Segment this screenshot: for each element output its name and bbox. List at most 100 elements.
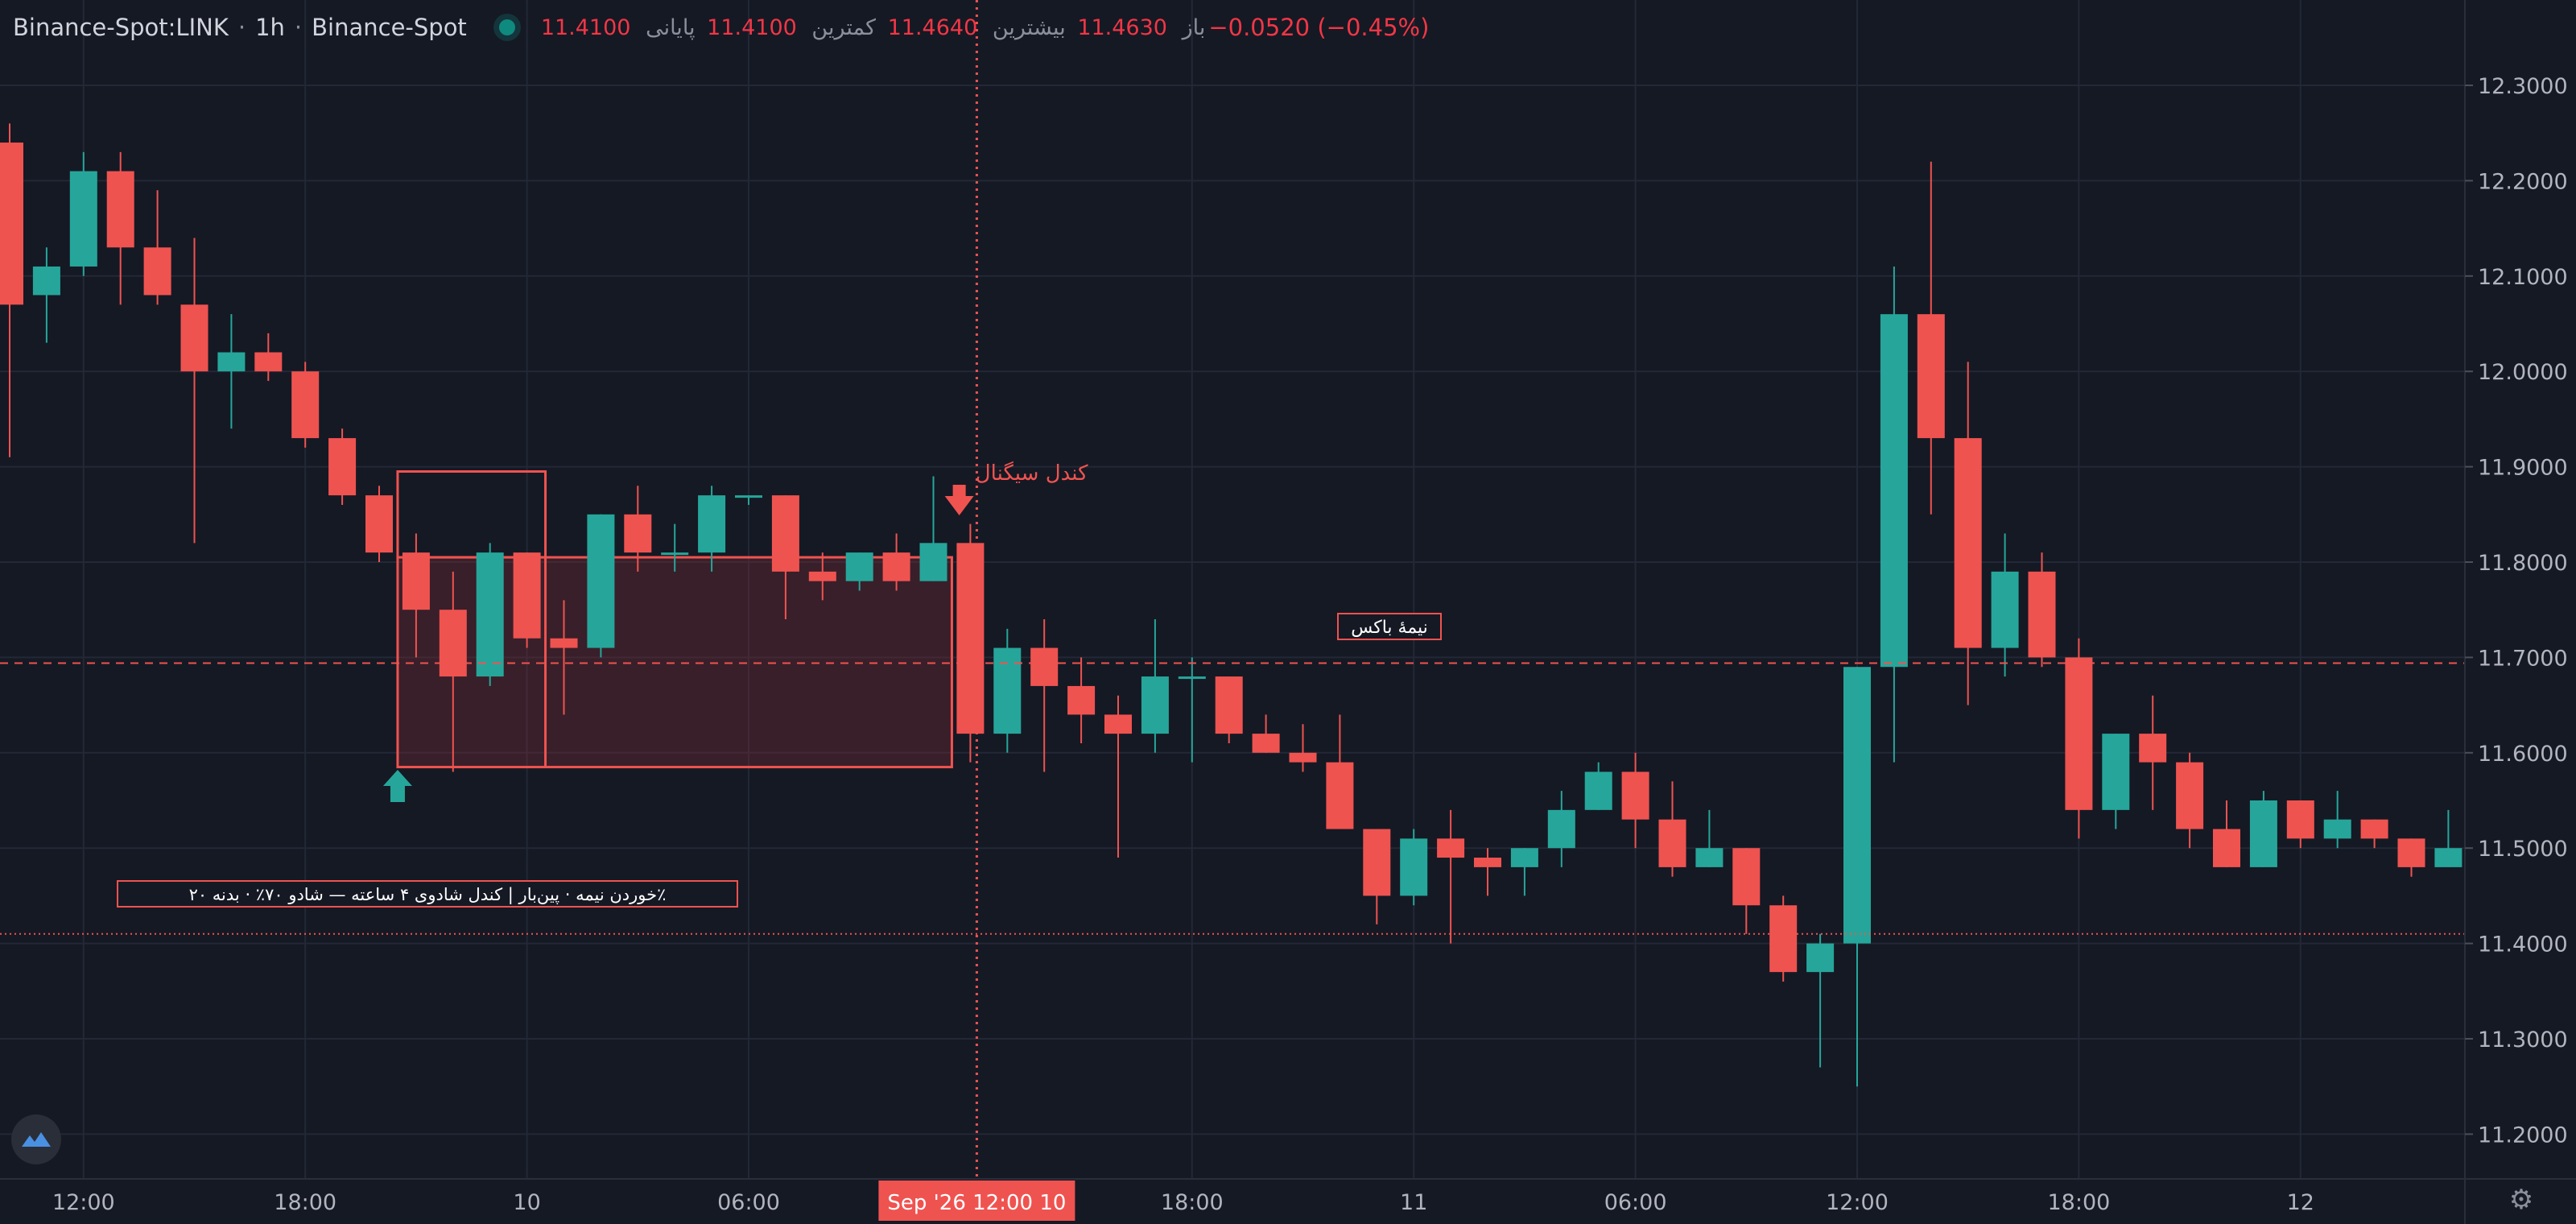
candle-body xyxy=(1474,858,1501,867)
candle-body xyxy=(439,610,467,677)
time-tick-label: 11 xyxy=(1400,1190,1427,1215)
candle-body xyxy=(143,247,171,296)
signal-candle-label: کندل سیگنال xyxy=(976,461,1088,486)
candle-body xyxy=(2213,829,2240,867)
close-value: 11.4100 xyxy=(540,14,631,40)
time-tick-label: 18:00 xyxy=(1161,1190,1224,1215)
price-axis[interactable]: 12.3000 12.2000 12.1000 12.0000 11.9000 11.80… xyxy=(2464,0,2576,1224)
candle-body xyxy=(1104,714,1132,734)
candle-body xyxy=(1806,943,1835,973)
price-tick-label: 12.2000 xyxy=(2478,169,2568,194)
candle-body xyxy=(550,638,578,648)
time-tick-label: 06:00 xyxy=(717,1190,780,1215)
candle-body xyxy=(698,495,726,553)
interval-label[interactable]: 1h xyxy=(255,14,285,41)
time-tick-label: 18:00 xyxy=(2047,1190,2110,1215)
time-tick-label: 12:00 xyxy=(1826,1190,1889,1215)
candle-body xyxy=(1363,829,1391,896)
candle-body xyxy=(1732,848,1761,906)
half-box-label-frame xyxy=(1337,613,1442,640)
candle-body xyxy=(1326,762,1354,829)
close-label: پایانی xyxy=(646,14,696,40)
candle-body xyxy=(69,171,97,267)
candle-body xyxy=(2065,657,2093,810)
candle-body xyxy=(2139,734,2167,763)
price-tick-label: 11.9000 xyxy=(2478,456,2568,481)
candle-body xyxy=(1621,771,1649,820)
candle-body xyxy=(624,514,652,553)
high-label: بیشترین xyxy=(992,14,1066,40)
candle-body xyxy=(476,552,504,677)
upper-box xyxy=(396,470,547,559)
half-box-label: نیمهٔ باکس xyxy=(1351,618,1428,638)
candle-body xyxy=(735,495,762,498)
candle-body xyxy=(1880,314,1908,668)
logo-mark xyxy=(22,1132,51,1147)
candle-body xyxy=(919,543,947,581)
candle-body xyxy=(1400,838,1428,896)
candle-body xyxy=(217,352,246,372)
change-value: −0.0520 (−0.45%) xyxy=(1208,14,1430,41)
chart-legend: Binance-Spot:LINK · 1h · Binance-Spot با… xyxy=(13,10,1429,45)
grid-lines xyxy=(0,0,2465,1179)
tradingview-logo-icon[interactable] xyxy=(11,1114,61,1164)
price-tick-label: 11.4000 xyxy=(2478,932,2568,957)
candles-layer xyxy=(0,123,2462,1087)
high-value: 11.4640 xyxy=(887,14,978,40)
candle-body xyxy=(1658,819,1686,867)
candle-body xyxy=(0,143,23,305)
note-label: ٪خوردن نیمه · پین‌بار | کندل شادوی ۴ ساع… xyxy=(189,885,667,905)
candle-body xyxy=(1954,438,1982,648)
low-label: کمترین xyxy=(811,14,876,40)
price-axis-panel xyxy=(2465,0,2576,1224)
time-tick-label: 12 xyxy=(2287,1190,2314,1215)
exchange-label: Binance-Spot xyxy=(312,14,467,41)
price-tick-label: 11.7000 xyxy=(2478,646,2568,671)
price-tick-label: 11.6000 xyxy=(2478,742,2568,767)
candle-body xyxy=(771,495,799,572)
candle-body xyxy=(1030,647,1059,686)
candle-body xyxy=(661,552,689,556)
time-tick-label: 12:00 xyxy=(52,1190,115,1215)
price-tick-label: 12.0000 xyxy=(2478,360,2568,385)
time-tick-label: 18:00 xyxy=(274,1190,336,1215)
price-tick-label: 11.8000 xyxy=(2478,551,2568,576)
candle-body xyxy=(882,552,910,581)
candle-body xyxy=(513,552,541,639)
time-tick-label: 06:00 xyxy=(1604,1190,1667,1215)
candle-body xyxy=(845,552,873,581)
candle-body xyxy=(1584,771,1612,810)
candle-body xyxy=(587,514,615,648)
legend-separator: · xyxy=(294,14,303,41)
candle-body xyxy=(180,304,208,372)
candle-body xyxy=(2397,838,2425,867)
candle-body xyxy=(1510,848,1538,867)
candle-body xyxy=(1769,905,1798,973)
open-value: 11.4630 xyxy=(1077,14,1167,40)
gear-icon[interactable]: ⚙ xyxy=(2508,1184,2534,1216)
candle-body xyxy=(2323,819,2351,839)
market-status-icon xyxy=(498,19,515,35)
price-tick-label: 12.1000 xyxy=(2478,265,2568,290)
time-axis[interactable]: 12:00 18:00 10 06:00 18:00 11 06:00 12:00 18:00 1… xyxy=(0,1178,2576,1215)
crosshair-time-tag xyxy=(878,1181,1075,1221)
crosshair-time-label: Sep '26 12:00 10 xyxy=(887,1191,1066,1215)
candle-body xyxy=(1215,676,1243,734)
price-tick-label: 12.3000 xyxy=(2478,74,2568,99)
low-value: 11.4100 xyxy=(707,14,797,40)
candle-body xyxy=(1289,752,1317,763)
candle-body xyxy=(2434,848,2462,867)
candle-body xyxy=(402,552,430,610)
legend-separator: · xyxy=(237,14,246,41)
candle-body xyxy=(1917,314,1945,439)
ohlc-values: باز 11.4630 بیشترین 11.4640 کمترین 11.41… xyxy=(536,15,1206,40)
candle-body xyxy=(2286,800,2314,839)
candle-body xyxy=(291,371,320,439)
candle-body xyxy=(2176,762,2204,829)
open-label: باز xyxy=(1182,14,1206,40)
price-tick-label: 11.5000 xyxy=(2478,837,2568,862)
candle-body xyxy=(993,647,1022,734)
symbol-name[interactable]: Binance-Spot:LINK xyxy=(13,14,229,41)
